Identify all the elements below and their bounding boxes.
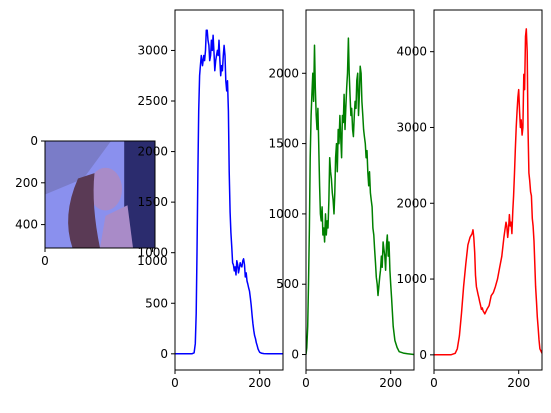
y-tick: 500 [145,296,175,310]
axes-frame-3 [433,9,543,371]
y-tick-label: 3000 [137,43,168,57]
y-tick: 0 [160,347,175,361]
y-tick-label: 1500 [137,195,168,209]
x-tick-label: 200 [379,376,402,390]
y-tick: 4000 [396,45,434,59]
y-tick: 1000 [396,272,434,286]
y-tick: 2000 [137,145,175,159]
y-tick: 3000 [137,43,175,57]
x-tick-label: 0 [171,376,179,390]
x-tick: 0 [302,370,310,390]
y-tick-label: 500 [145,296,168,310]
y-tick-label: 1000 [396,272,427,286]
y-tick-label: 2500 [137,94,168,108]
x-tick: 0 [171,370,179,390]
y-tick: 2500 [137,94,175,108]
x-tick-label: 1000 [137,254,168,268]
y-tick-label: 200 [15,176,38,190]
y-tick-label: 0 [291,348,299,362]
y-tick: 400 [15,218,45,232]
axes-frame-1 [174,9,284,371]
y-tick: 1000 [137,246,175,260]
y-tick-label: 400 [15,218,38,232]
x-tick-label: 0 [430,376,438,390]
y-tick-label: 0 [419,348,427,362]
x-tick: 0 [41,248,49,268]
y-tick: 0 [419,348,434,362]
y-tick-label: 3000 [396,120,427,134]
y-tick: 500 [276,277,306,291]
y-tick-label: 2000 [137,145,168,159]
x-tick: 200 [507,370,530,390]
histogram-line-2 [306,37,414,356]
x-tick: 1000 [137,248,168,268]
y-tick: 2000 [268,66,306,80]
y-tick-label: 1000 [268,207,299,221]
y-tick-label: 0 [160,347,168,361]
x-tick-label: 0 [302,376,310,390]
y-tick: 0 [30,134,45,148]
y-tick: 1000 [268,207,306,221]
y-tick-label: 2000 [396,196,427,210]
y-tick: 3000 [396,120,434,134]
x-tick-label: 200 [248,376,271,390]
y-tick-label: 2000 [268,66,299,80]
y-tick-label: 0 [30,134,38,148]
histogram-line-3 [434,28,542,356]
portrait-image [45,141,155,248]
y-tick: 1500 [268,137,306,151]
panel-0: 0 1000 0 200 400 [15,134,168,268]
y-tick-label: 1500 [268,137,299,151]
axes-frame-0 [44,140,156,249]
y-tick: 2000 [396,196,434,210]
y-tick: 0 [291,348,306,362]
x-tick: 0 [430,370,438,390]
y-tick: 1500 [137,195,175,209]
y-tick-label: 500 [276,277,299,291]
x-tick: 200 [379,370,402,390]
y-tick: 200 [15,176,45,190]
x-tick-label: 0 [41,254,49,268]
y-tick-label: 4000 [396,45,427,59]
y-tick-label: 1000 [137,246,168,260]
x-tick-label: 200 [507,376,530,390]
x-tick: 200 [248,370,271,390]
histogram-line-1 [175,29,283,355]
axes-frame-2 [305,9,415,371]
